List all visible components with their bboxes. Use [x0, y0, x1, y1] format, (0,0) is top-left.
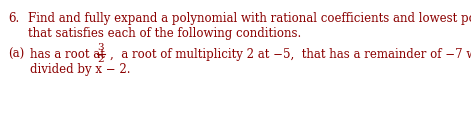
Text: has a root at: has a root at	[30, 48, 105, 61]
Text: (a): (a)	[8, 48, 24, 61]
Text: 6.: 6.	[8, 12, 19, 25]
Text: ,  a root of multiplicity 2 at −5,  that has a remainder of −7 when: , a root of multiplicity 2 at −5, that h…	[110, 48, 471, 61]
Text: 2: 2	[97, 55, 104, 64]
Text: 3: 3	[97, 43, 104, 52]
Text: divided by x − 2.: divided by x − 2.	[30, 63, 130, 76]
Text: that satisfies each of the following conditions.: that satisfies each of the following con…	[28, 27, 301, 40]
Text: Find and fully expand a polynomial with rational coefficients and lowest possibl: Find and fully expand a polynomial with …	[28, 12, 471, 25]
